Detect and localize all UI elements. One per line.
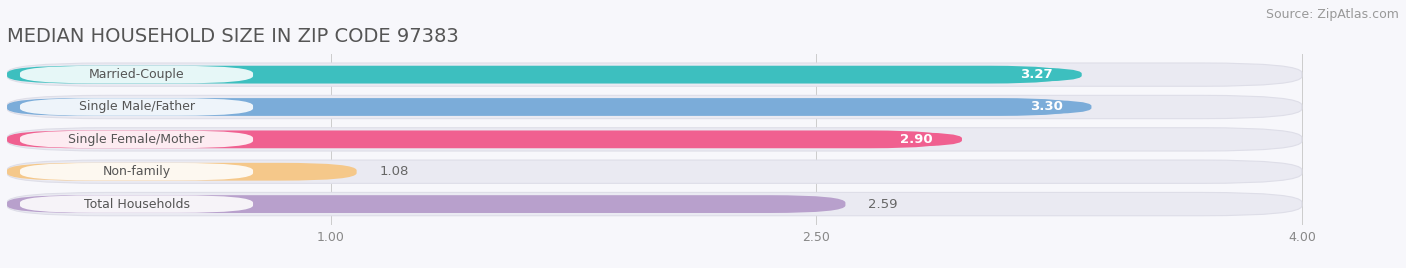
FancyBboxPatch shape bbox=[20, 163, 253, 180]
Text: 2.90: 2.90 bbox=[900, 133, 934, 146]
FancyBboxPatch shape bbox=[1001, 100, 1091, 114]
FancyBboxPatch shape bbox=[20, 98, 253, 116]
Text: 2.59: 2.59 bbox=[868, 198, 897, 211]
FancyBboxPatch shape bbox=[20, 131, 253, 148]
FancyBboxPatch shape bbox=[20, 195, 253, 213]
FancyBboxPatch shape bbox=[7, 192, 1302, 216]
FancyBboxPatch shape bbox=[872, 132, 962, 147]
FancyBboxPatch shape bbox=[7, 131, 946, 148]
FancyBboxPatch shape bbox=[7, 128, 1302, 151]
Text: 1.08: 1.08 bbox=[380, 165, 409, 178]
FancyBboxPatch shape bbox=[20, 66, 253, 83]
FancyBboxPatch shape bbox=[7, 63, 1302, 86]
Text: Married-Couple: Married-Couple bbox=[89, 68, 184, 81]
FancyBboxPatch shape bbox=[7, 98, 1076, 116]
Text: Single Male/Father: Single Male/Father bbox=[79, 100, 194, 113]
FancyBboxPatch shape bbox=[7, 163, 357, 181]
FancyBboxPatch shape bbox=[7, 195, 845, 213]
Text: Total Households: Total Households bbox=[83, 198, 190, 211]
Text: 3.27: 3.27 bbox=[1021, 68, 1053, 81]
Text: MEDIAN HOUSEHOLD SIZE IN ZIP CODE 97383: MEDIAN HOUSEHOLD SIZE IN ZIP CODE 97383 bbox=[7, 28, 458, 46]
Text: Source: ZipAtlas.com: Source: ZipAtlas.com bbox=[1265, 8, 1399, 21]
Text: 3.30: 3.30 bbox=[1029, 100, 1063, 113]
FancyBboxPatch shape bbox=[991, 68, 1081, 82]
Text: Non-family: Non-family bbox=[103, 165, 170, 178]
FancyBboxPatch shape bbox=[7, 95, 1302, 119]
FancyBboxPatch shape bbox=[7, 160, 1302, 183]
FancyBboxPatch shape bbox=[7, 66, 1066, 84]
Text: Single Female/Mother: Single Female/Mother bbox=[69, 133, 205, 146]
